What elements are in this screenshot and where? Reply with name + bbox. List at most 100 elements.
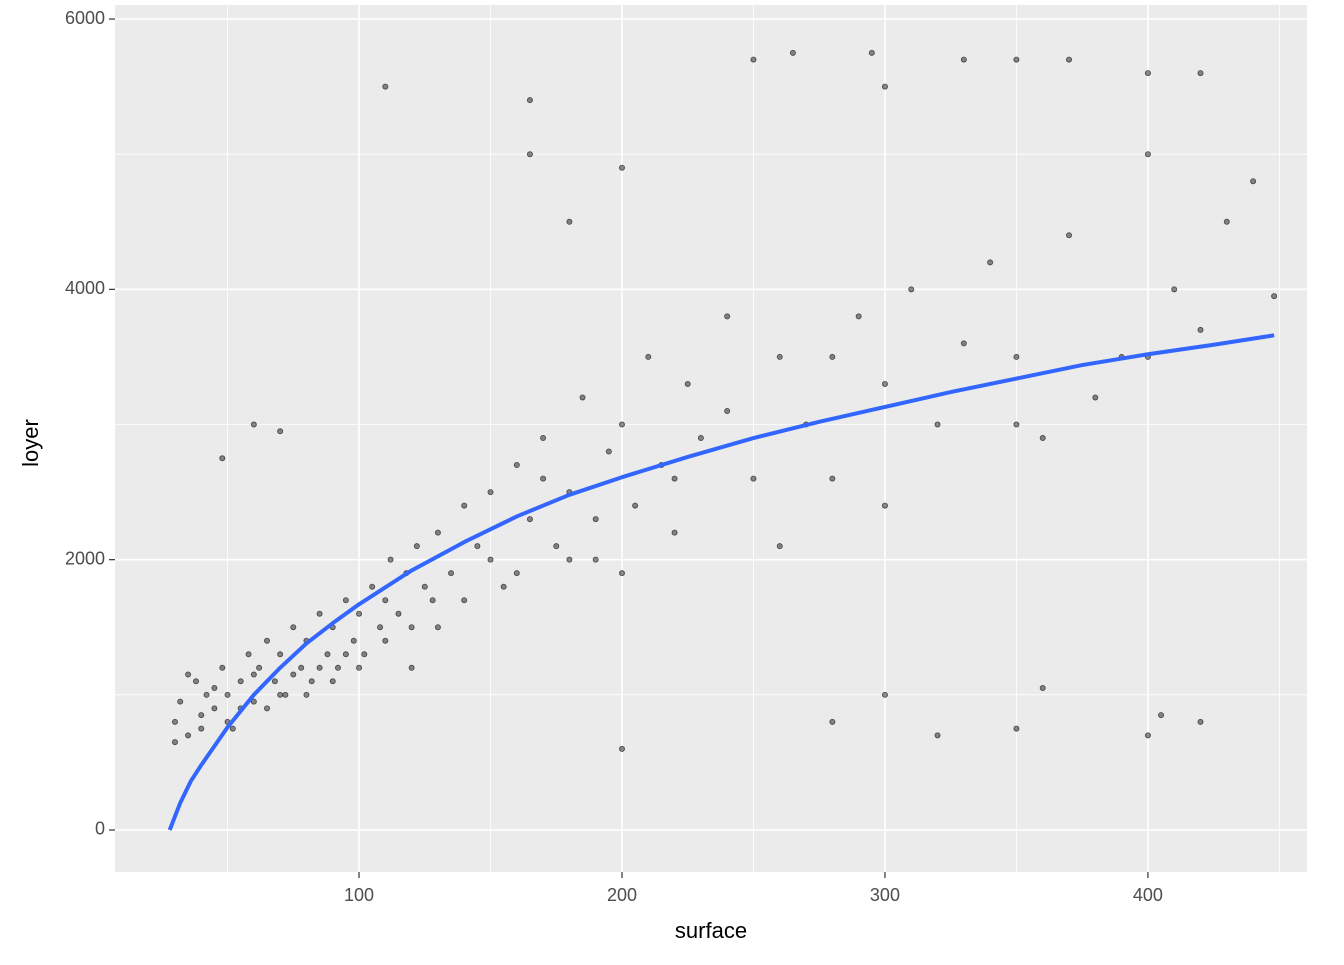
point [369, 583, 376, 590]
point [395, 610, 402, 617]
point [377, 624, 384, 631]
point [776, 543, 783, 550]
point [474, 543, 481, 550]
point [250, 698, 257, 705]
point [526, 516, 533, 523]
point [1271, 293, 1278, 300]
point [829, 475, 836, 482]
point [1197, 70, 1204, 77]
point [1013, 56, 1020, 63]
point [881, 691, 888, 698]
point [540, 435, 547, 442]
x-axis-title: surface [675, 918, 747, 943]
point [290, 624, 297, 631]
point [382, 637, 389, 644]
point [960, 340, 967, 347]
point [618, 164, 625, 171]
y-axis-title: loyer [18, 419, 43, 467]
point [434, 529, 441, 536]
point [203, 691, 210, 698]
point [934, 421, 941, 428]
point [229, 725, 236, 732]
point [408, 664, 415, 671]
point [566, 556, 573, 563]
point [461, 597, 468, 604]
point [553, 543, 560, 550]
point [356, 610, 363, 617]
point [303, 691, 310, 698]
point [1171, 286, 1178, 293]
point [526, 151, 533, 158]
point [334, 664, 341, 671]
point [829, 718, 836, 725]
x-tick-label: 400 [1133, 885, 1163, 905]
panel [115, 5, 1307, 872]
point [868, 49, 875, 56]
point [789, 49, 796, 56]
point [697, 435, 704, 442]
point [316, 610, 323, 617]
point [342, 651, 349, 658]
point [671, 529, 678, 536]
point [500, 583, 507, 590]
point [198, 725, 205, 732]
grid [115, 5, 1307, 872]
point [908, 286, 915, 293]
point [1013, 421, 1020, 428]
smooth-line [167, 333, 1275, 831]
point [1066, 56, 1073, 63]
point [219, 664, 226, 671]
point [1092, 394, 1099, 401]
point [448, 570, 455, 577]
point [960, 56, 967, 63]
x-tick-label: 100 [344, 885, 374, 905]
point [211, 685, 218, 692]
point [934, 732, 941, 739]
point [632, 502, 639, 509]
y-tick-label: 6000 [65, 8, 105, 28]
point [171, 718, 178, 725]
point [263, 637, 270, 644]
y-tick-label: 2000 [65, 548, 105, 568]
point [185, 671, 192, 678]
point [987, 259, 994, 266]
point [540, 475, 547, 482]
point [211, 705, 218, 712]
point [177, 698, 184, 705]
point [526, 97, 533, 104]
point [1158, 712, 1165, 719]
point [592, 516, 599, 523]
point [461, 502, 468, 509]
y-tick-label: 0 [95, 819, 105, 839]
point [308, 678, 315, 685]
point [881, 83, 888, 90]
point [382, 597, 389, 604]
point [513, 462, 520, 469]
point [277, 691, 284, 698]
point [724, 313, 731, 320]
point [413, 543, 420, 550]
point [1144, 70, 1151, 77]
x-tick-label: 300 [870, 885, 900, 905]
point [237, 678, 244, 685]
point [513, 570, 520, 577]
point [618, 421, 625, 428]
point [361, 651, 368, 658]
point [645, 353, 652, 360]
point [1197, 326, 1204, 333]
point [277, 428, 284, 435]
point [1223, 218, 1230, 225]
point [298, 664, 305, 671]
point [329, 678, 336, 685]
point [1013, 725, 1020, 732]
point [618, 570, 625, 577]
point [1144, 732, 1151, 739]
point [829, 353, 836, 360]
point [250, 421, 257, 428]
point [1013, 353, 1020, 360]
point [290, 671, 297, 678]
point [277, 651, 284, 658]
point [1250, 178, 1257, 185]
point [324, 651, 331, 658]
